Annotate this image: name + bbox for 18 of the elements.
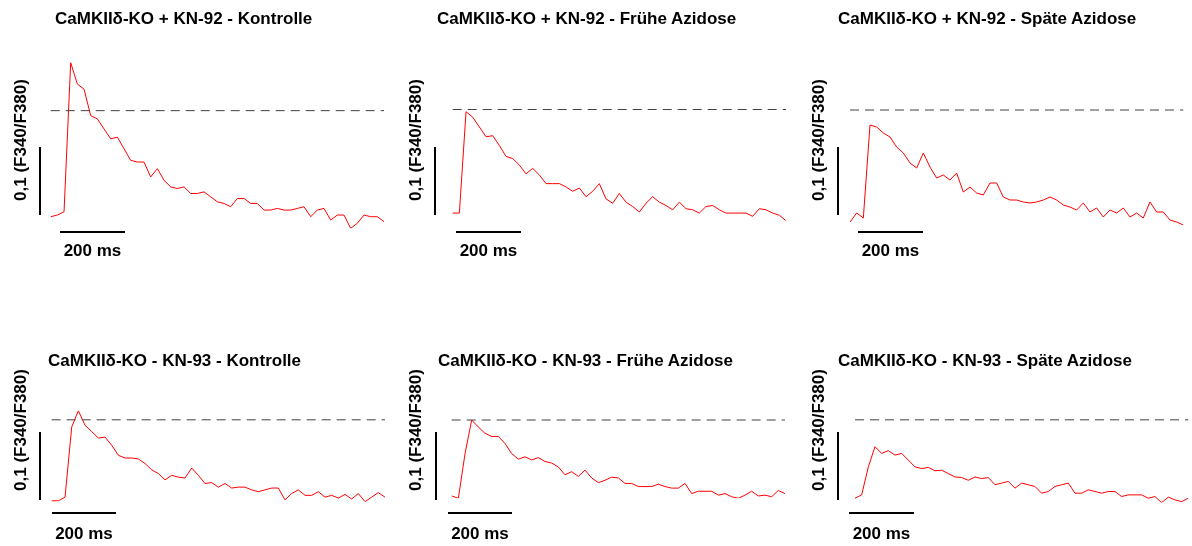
y-axis-title: 0,1 (F340/F380)	[808, 369, 828, 491]
chart-title: CaMKIIδ-KO - KN-93 - Frühe Azidose	[438, 350, 733, 370]
y-axis-title: 0,1 (F340/F380)	[405, 79, 425, 201]
chart-title: CaMKIIδ-KO + KN-92 - Kontrolle	[55, 8, 313, 28]
x-axis-title: 200 ms	[55, 523, 113, 543]
x-axis-title: 200 ms	[459, 240, 518, 260]
chart-title: CaMKIIδ-KO - KN-93 - Kontrolle	[48, 350, 302, 370]
x-axis-title: 200 ms	[451, 523, 509, 543]
chart-title: CaMKIIδ-KO - KN-93 - Späte Azidose	[838, 350, 1132, 370]
x-axis-title: 200 ms	[852, 523, 911, 543]
x-axis-title: 200 ms	[861, 240, 920, 260]
y-axis-title: 0,1 (F340/F380)	[10, 369, 30, 491]
x-axis-title: 200 ms	[63, 240, 122, 260]
chart-title: CaMKIIδ-KO + KN-92 - Späte Azidose	[838, 8, 1137, 28]
chart-title: CaMKIIδ-KO + KN-92 - Frühe Azidose	[437, 8, 737, 28]
y-axis-title: 0,1 (F340/F380)	[405, 369, 425, 491]
y-axis-title: 0,1 (F340/F380)	[808, 79, 828, 201]
y-axis-title: 0,1 (F340/F380)	[10, 79, 30, 201]
